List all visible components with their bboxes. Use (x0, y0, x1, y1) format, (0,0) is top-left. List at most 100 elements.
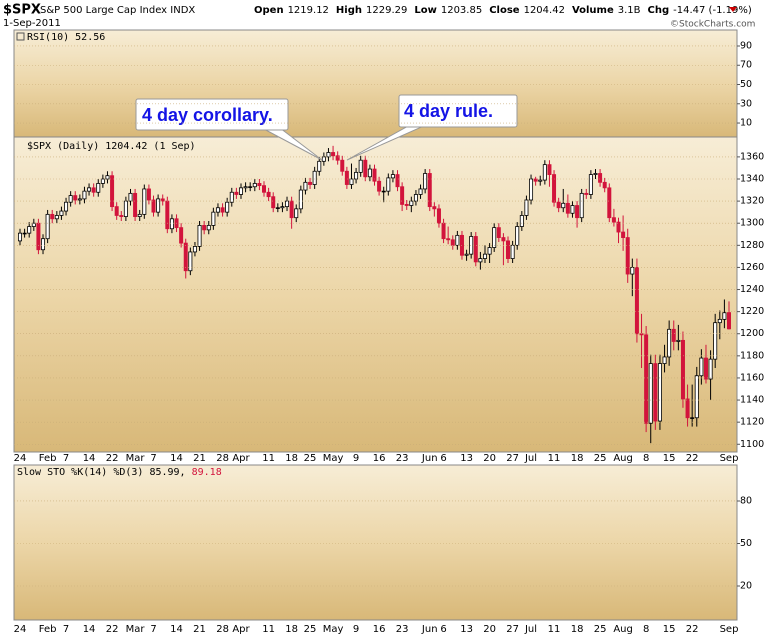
candle-body (533, 178, 538, 182)
candle-body (703, 357, 708, 380)
candle-body (91, 187, 96, 193)
candle-body (73, 195, 78, 201)
candle-body (252, 183, 257, 188)
x-tick-label: 18 (285, 453, 298, 464)
x-tick-label: 23 (396, 453, 409, 464)
x-tick-label: 14 (83, 453, 96, 464)
candle-body (31, 222, 36, 227)
quote-label: High (336, 5, 362, 16)
x-tick-label: 25 (304, 453, 317, 464)
candle-body (266, 191, 271, 198)
candle-body (584, 192, 589, 195)
x-tick-label: Mar (126, 624, 146, 635)
candle-body (404, 204, 409, 206)
x-tick-label: 7 (150, 624, 156, 635)
watermark: ©StockCharts.com (670, 20, 755, 30)
quote: Open 1219.12 High 1229.29 Low 1203.85 Close 120… (254, 5, 752, 16)
x-tick-label: 22 (686, 624, 699, 635)
candle-body (289, 200, 294, 219)
candle-body (41, 238, 46, 251)
sto-panel (13, 464, 738, 621)
candle-body (482, 253, 487, 259)
x-tick-label: Sep (720, 453, 739, 464)
candle-body (128, 192, 133, 202)
candle-body (36, 222, 41, 251)
candle-body (317, 160, 322, 172)
candle-body (588, 174, 593, 195)
candle-body (294, 208, 299, 219)
quote-value: 1229.29 (366, 5, 407, 16)
candle-body (45, 213, 50, 240)
x-tick-label: Feb (39, 453, 57, 464)
y-tick-label: 1120 (740, 417, 764, 428)
candle-body (473, 236, 478, 263)
candle-body (156, 198, 161, 213)
quote-value: 1219.12 (288, 5, 329, 16)
callout: 4 day corollary. (135, 98, 323, 161)
x-tick-label: 11 (262, 624, 275, 635)
x-tick-label: 22 (106, 453, 119, 464)
y-tick-label: 1260 (740, 262, 764, 273)
candle-body (243, 186, 248, 189)
x-tick-label: 16 (373, 453, 386, 464)
candle-body (496, 227, 501, 238)
x-tick-label: 7 (63, 624, 69, 635)
candle-body (340, 159, 345, 172)
candle-body (676, 339, 681, 342)
candle-body (694, 375, 699, 419)
x-tick-label: 13 (460, 453, 473, 464)
x-tick-label: 21 (193, 624, 206, 635)
candle-body (506, 240, 511, 259)
x-tick-label: 25 (304, 624, 317, 635)
y-tick-label: 1280 (740, 240, 764, 251)
candle-body (575, 205, 580, 219)
y-tick-label: 50 (740, 79, 752, 90)
candle-body (607, 187, 612, 219)
candle-body (188, 251, 193, 272)
candle-body (285, 200, 290, 208)
y-tick-label: 1360 (740, 151, 764, 162)
candle-body (602, 181, 607, 189)
candle-body (349, 178, 354, 185)
candle-body (542, 164, 547, 181)
quote-value: 1203.85 (441, 5, 482, 16)
x-tick-label: 18 (571, 453, 584, 464)
candle-body (22, 232, 27, 235)
candle-body (708, 358, 713, 380)
y-tick-label: 1140 (740, 395, 764, 406)
x-tick-label: 18 (571, 624, 584, 635)
x-tick-label: 25 (594, 624, 607, 635)
x-tick-label: 6 (440, 453, 446, 464)
candle-body (321, 156, 326, 162)
x-tick-label: Jun (421, 624, 438, 635)
candle-body (312, 170, 317, 185)
candle-body (358, 159, 363, 173)
y-tick-label: 10 (740, 118, 752, 129)
candle-body (257, 183, 262, 187)
candle-body (561, 202, 566, 209)
candle-body (464, 253, 469, 256)
candle-body (699, 357, 704, 377)
candle-body (510, 244, 515, 259)
x-tick-label: 9 (353, 624, 359, 635)
candle-body (478, 258, 483, 263)
candle-body (192, 246, 197, 253)
candle-body (390, 174, 395, 179)
x-tick-label: 15 (663, 624, 676, 635)
candle-body (492, 227, 497, 248)
candle-body (634, 267, 639, 335)
y-tick-label: 30 (740, 98, 752, 109)
candle-body (593, 173, 598, 175)
candle-body (372, 168, 377, 182)
candle-body (409, 200, 414, 206)
x-tick-label: 6 (440, 624, 446, 635)
price-label: $SPX (Daily) 1204.42 (1 Sep) (27, 141, 196, 152)
x-tick-label: 8 (643, 453, 649, 464)
candle-body (367, 168, 372, 178)
x-tick-label: 22 (106, 624, 119, 635)
icon (16, 32, 25, 41)
x-tick-label: Feb (39, 624, 57, 635)
candle-body (616, 221, 621, 233)
